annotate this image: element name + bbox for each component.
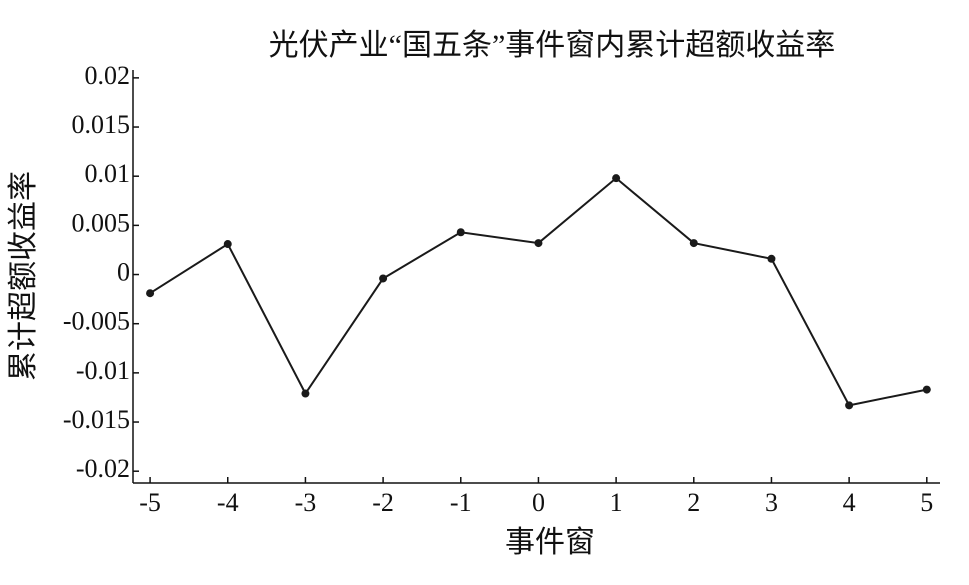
y-axis-label: 累计超额收益率 [7,171,40,381]
point [689,239,698,248]
point [223,240,232,249]
y-tick-label: 0.005 [72,208,131,237]
point [534,239,543,248]
x-tick-label: -4 [217,488,239,517]
x-tick-label: -2 [372,488,394,517]
x-axis-label: 事件窗 [505,526,595,559]
point [767,254,776,263]
x-tick-label: 5 [920,488,933,517]
y-tick-label: -0.005 [63,307,130,336]
x-tick-label: 1 [610,488,623,517]
y-tick-label: 0.02 [85,61,131,90]
x-tick-label: -1 [450,488,472,517]
chart-title: 光伏产业“国五条”事件窗内累计超额收益率 [269,29,836,62]
x-tick-label: -3 [295,488,317,517]
point [922,385,931,394]
y-tick-label: -0.015 [63,405,130,434]
point [456,228,465,237]
y-tick-label: 0.015 [72,110,131,139]
x-tick-label: 4 [843,488,856,517]
line [149,176,927,407]
point [146,289,155,298]
point [612,174,621,183]
point [845,401,854,410]
x-tick-label: 3 [765,488,778,517]
x-tick-label: 0 [532,488,545,517]
y-tick-label: -0.01 [76,356,130,385]
point [301,389,310,398]
y-tick-label: -0.02 [76,454,130,483]
point [379,274,388,283]
y-tick-label: 0.01 [85,159,131,188]
x-tick-label: -5 [139,488,161,517]
x-tick-label: 2 [687,488,700,517]
y-tick-label: 0 [117,258,130,287]
